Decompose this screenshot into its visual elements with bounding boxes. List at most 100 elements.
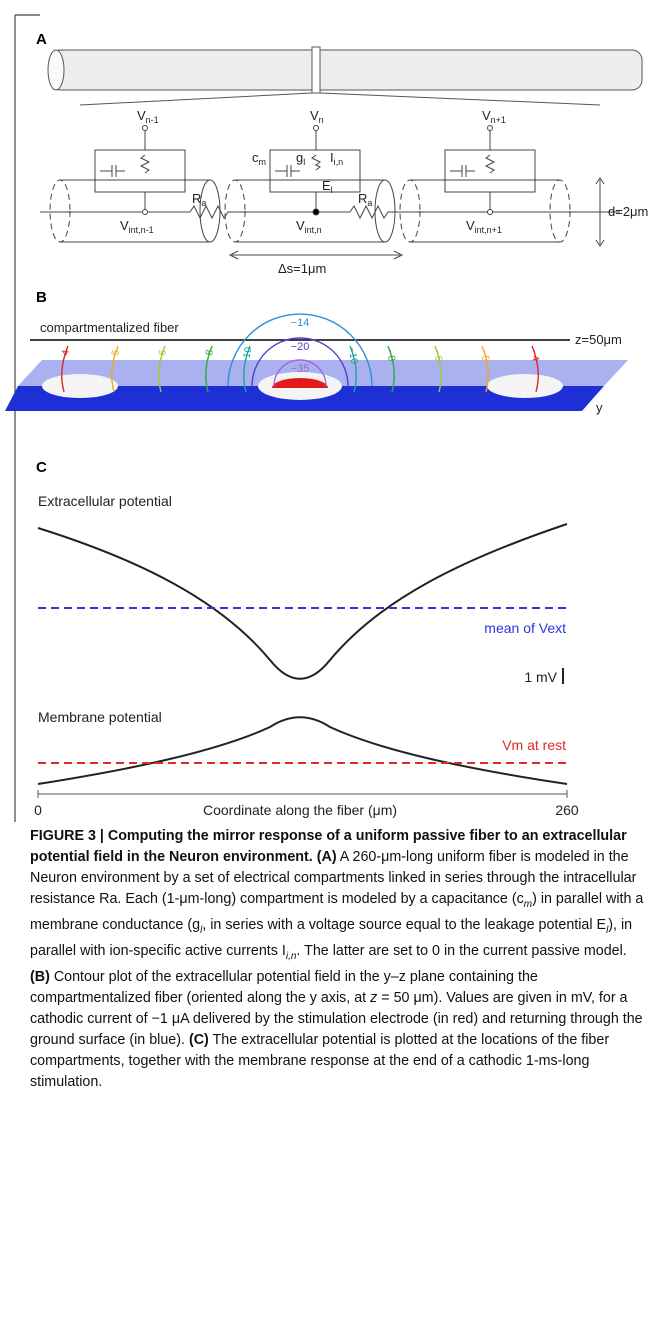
contour-line [205,345,213,393]
symbol: I [330,150,334,165]
caption-text: ) in parallel with a membrane conductanc… [30,891,644,933]
subscript: int,n [305,225,322,235]
fiber-z-label: z=50μm [575,332,622,347]
subscript: l [303,157,305,167]
caption-text: The extracellular potential is plotted a… [30,1031,610,1090]
symbol: R [358,191,367,206]
subscript: l [331,185,333,195]
scale-bar-label: 1 mV [524,669,557,685]
symbol: V [466,218,475,233]
contour-label: −6 [431,349,444,363]
symbol: g [296,150,303,165]
node-label: Vn-1 [137,108,159,125]
mean-label: mean of Vext [484,620,566,636]
contour-label: −5 [478,349,491,363]
conductance-label: gl [296,150,305,167]
node-label: Vint,n-1 [120,218,154,235]
caption-text: , in series with a voltage source equal … [202,916,607,933]
subscript: l [606,924,609,936]
subscript: a [201,198,206,208]
node-label: Vint,n+1 [466,218,502,235]
symbol: c [252,150,259,165]
x-tick-label: 260 [555,802,579,818]
panel-label: B [36,289,47,306]
contour-line [251,337,349,387]
subscript: a [367,198,372,208]
subscript: n [319,115,324,125]
figure-graphics: A Vn-1 Vn Vn+1 cm gl Ii,n El [5,14,648,822]
leak-label: El [322,178,333,195]
contour-plot: −4 −4 −5 −5 −6 −6 −8 −8 −10 −10 −14 −20 −35 [59,313,541,393]
electrode [42,374,118,398]
node-label: Vn [310,108,324,125]
symbol: E [322,178,331,193]
panel-ref: (C) [188,1031,209,1048]
caption-text: z [370,989,378,1006]
subscript: int,n-1 [129,225,154,235]
symbol: V [310,108,319,123]
node-label: Vint,n [296,218,322,235]
subscript: m [259,157,267,167]
symbol: V [120,218,129,233]
contour-line [273,359,327,387]
symbol: V [482,108,491,123]
panel-ref: (A) [316,849,337,865]
electrode [487,374,563,398]
node-label: Vn+1 [482,108,506,125]
subscript: l [200,924,203,936]
panel-ref: (B) [30,968,50,985]
contour-label: −35 [291,363,310,375]
contour-label: −5 [109,349,122,363]
symbol: V [137,108,146,123]
contour-label: −4 [59,349,72,363]
membrane-curve [37,716,568,785]
caption-text: Contour plot of the extracellular potent… [30,968,538,1006]
contour-label: −14 [291,317,310,329]
circuit [40,125,620,260]
contour-label: −10 [346,346,360,365]
contour-line [481,345,489,393]
caption-text: . The latter are set to 0 in the current… [296,942,627,959]
contour-line [243,345,251,393]
contour-line [158,345,166,393]
subscript: m [523,898,533,910]
resistance-label: Ra [358,191,372,208]
x-axis-label: Coordinate along the fiber (μm) [203,802,397,818]
contour-label: −4 [528,349,541,363]
contour-line [387,345,395,393]
plot-title: Extracellular potential [38,493,172,509]
contour-label: −8 [203,349,216,363]
subscript: i,n [334,157,344,167]
x-tick-label: 0 [34,802,42,818]
caption-text: A 260-μm-long uniform fiber is modeled i… [30,849,637,907]
contour-line [349,345,357,393]
stimulation-electrode [272,378,328,388]
rest-label: Vm at rest [502,737,566,753]
contour-label: −8 [384,349,397,363]
subscript: int,n+1 [475,225,502,235]
contour-label: −20 [291,341,310,353]
contour-line [531,345,539,393]
axis-label: y [596,400,603,415]
caption-text: ), in parallel with ion-specific active … [30,916,633,959]
plot-title: Membrane potential [38,709,162,725]
subscript: n+1 [491,115,506,125]
figure-caption: FIGURE 3 | Computing the mirror response… [30,826,652,1093]
resistance-label: Ra [192,191,206,208]
caption-text: = 50 μm). Values are given in mV, for a … [30,989,643,1048]
symbol: V [296,218,305,233]
fiber-tube [47,46,643,106]
contour-line [434,345,442,393]
contour-label: −10 [241,346,255,365]
current-label: Ii,n [330,150,343,167]
diameter-label: d=2μm [608,204,648,219]
contour-line [111,345,119,393]
extracellular-curve [37,523,568,680]
subscript: i,n [285,950,297,962]
x-axis [37,790,568,798]
capacitance-label: cm [252,150,266,167]
spacing-label: Δs=1μm [278,261,326,276]
panel-label: A [36,31,47,48]
contour-line [61,345,69,393]
